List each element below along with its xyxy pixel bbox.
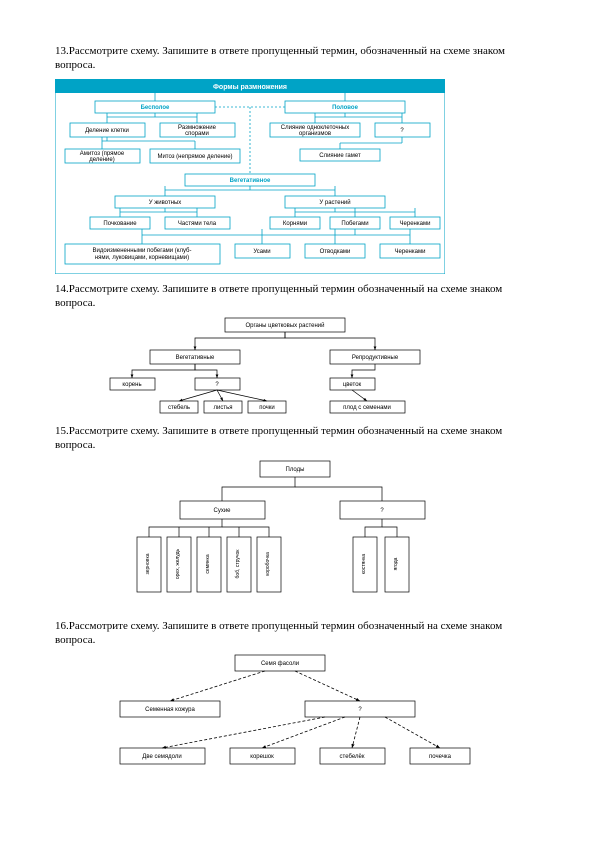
svg-text:ягода: ягода [393, 557, 399, 570]
q13-diagram: Формы размножения Бесполое Половое Делен… [55, 79, 540, 274]
q16-stemlet: стебелёк [340, 754, 365, 760]
q13-gametes: Слияние гамет [319, 153, 361, 159]
q16-prompt: 16.Рассмотрите схему. Запишите в ответе … [55, 619, 540, 648]
q13-prompt: 13.Рассмотрите схему. Запишите в ответе … [55, 44, 540, 73]
q14-fruit: плод с семенами [343, 405, 391, 411]
q16-rootlet: корешок [250, 754, 274, 760]
q13-bodyp: Частями тела [178, 221, 217, 227]
q15-diagram: Плоды Сухие ? зерновка орех, желудь семя… [55, 459, 540, 599]
q16-budlet: почечка [429, 754, 452, 760]
q15-wet-boxes: костянка ягода [353, 537, 409, 592]
q13-cutt2: Черенками [395, 249, 426, 255]
q16-cot: Две семядоли [142, 754, 181, 760]
q13-sexual: Половое [332, 105, 359, 111]
q13-roots: Корнями [283, 221, 307, 227]
svg-text:семянка: семянка [205, 554, 211, 573]
q13-celldiv: Деление клетки [85, 128, 129, 134]
q16-diagram: Семя фасоли Семенная кожура ? Две семядо… [55, 653, 540, 768]
q16-title: Семя фасоли [261, 661, 299, 667]
svg-text:орех, желудь: орех, желудь [175, 548, 181, 579]
q13-cutt: Черенками [400, 221, 431, 227]
q14-stem: стебель [168, 405, 190, 411]
svg-text:зерновка: зерновка [145, 553, 151, 574]
q13-animals: У животных [149, 200, 182, 206]
q13-budd: Почкование [103, 221, 137, 227]
q14-prompt: 14.Рассмотрите схему. Запишите в ответе … [55, 282, 540, 311]
svg-text:костянка: костянка [361, 553, 367, 574]
q14-buds: почки [259, 405, 275, 411]
q13-mod: Видоизмененными побегами (клуб-нями, лук… [92, 248, 191, 261]
q13-veg: Вегетативное [230, 178, 271, 184]
svg-text:коробочка: коробочка [265, 552, 271, 576]
q14-title: Органы цветковых растений [245, 322, 324, 329]
svg-text:боб, стручок: боб, стручок [235, 549, 241, 579]
q13-shoots: Побегами [341, 221, 368, 227]
q13-asexual: Бесполое [141, 105, 170, 111]
q14-rep: Репродуктивные [352, 355, 399, 361]
q14-leaves: листья [214, 405, 233, 411]
q13-title: Формы размножения [213, 84, 287, 91]
q13-mitosis: Митоз (непрямое деление) [157, 154, 232, 160]
q13-plants: У растений [319, 199, 350, 206]
q15-title: Плоды [286, 467, 305, 473]
q14-diagram: Органы цветковых растений Вегетативные Р… [55, 316, 540, 416]
q16-coat: Семенная кожура [145, 707, 195, 713]
q15-dry: Сухие [213, 508, 231, 514]
q14-flower: цветок [343, 382, 362, 388]
q13-whisk: Усами [253, 249, 270, 255]
q15-prompt: 15.Рассмотрите схему. Запишите в ответе … [55, 424, 540, 453]
q14-veg: Вегетативные [176, 355, 215, 361]
q14-root: корень [122, 382, 141, 388]
q15-dry-boxes: зерновка орех, желудь семянка боб, струч… [137, 537, 281, 592]
q13-lay: Отводками [320, 249, 351, 255]
